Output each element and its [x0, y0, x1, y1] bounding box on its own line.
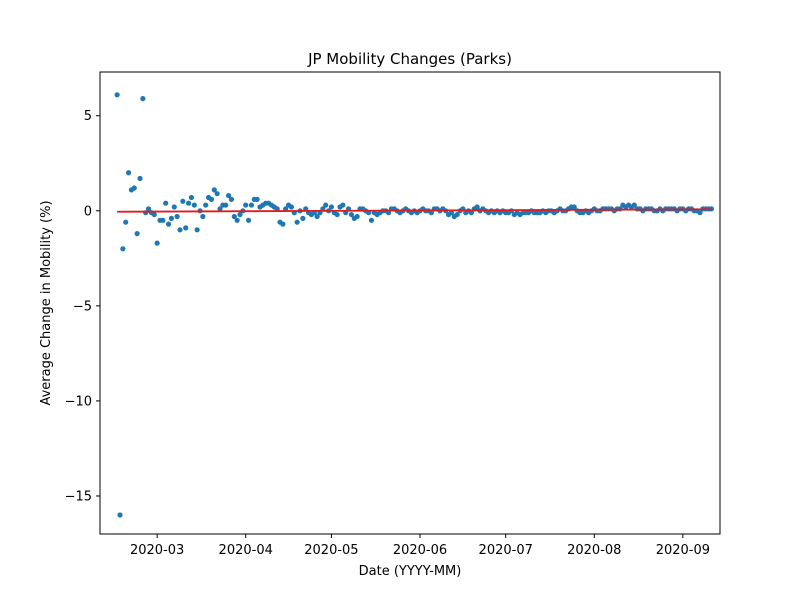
data-point [340, 202, 346, 208]
data-point [454, 211, 460, 218]
data-point [294, 219, 300, 225]
data-point [243, 202, 249, 208]
y-tick-label: 0 [84, 204, 92, 219]
data-point [160, 217, 166, 223]
data-point [328, 204, 335, 210]
data-point [288, 204, 295, 210]
data-point [145, 206, 152, 212]
data-point [171, 204, 177, 210]
data-point [200, 213, 206, 220]
y-axis-label: Average Change in Mobility (%) [39, 200, 54, 405]
y-axis: 5 0 −5 −10 −15 [65, 109, 100, 504]
data-point [280, 221, 286, 227]
data-point [225, 192, 232, 199]
data-point [137, 175, 143, 182]
data-point [154, 240, 160, 246]
x-axis-label: Date (YYYY-MM) [359, 564, 462, 579]
data-point [217, 206, 223, 212]
y-tick-label: 5 [84, 109, 92, 124]
data-point [183, 225, 189, 231]
data-point [185, 200, 192, 206]
data-point [177, 227, 183, 233]
data-point [631, 202, 637, 208]
y-tick-label: −5 [73, 299, 92, 314]
y-tick-label: −10 [65, 394, 92, 409]
data-point [314, 213, 320, 220]
trend-line [117, 208, 712, 213]
data-point [468, 210, 475, 216]
data-point [208, 196, 215, 202]
data-point [448, 210, 455, 216]
data-point [228, 196, 235, 202]
data-point [348, 211, 355, 218]
data-point [223, 202, 229, 208]
plot-frame [99, 71, 721, 535]
x-tick-label: 2020-03 [130, 543, 184, 558]
chart-title: JP Mobility Changes (Parks) [307, 50, 512, 68]
data-point [163, 200, 169, 206]
data-point [211, 187, 217, 193]
data-point [194, 227, 200, 233]
data-point [117, 512, 123, 518]
x-tick-label: 2020-08 [567, 543, 621, 558]
data-point [165, 221, 172, 227]
data-point [168, 215, 175, 221]
data-point [123, 219, 129, 225]
data-point [234, 217, 240, 223]
data-point [474, 204, 480, 210]
data-point [571, 204, 577, 210]
x-tick-label: 2020-04 [219, 543, 273, 558]
y-tick-label: −15 [65, 489, 92, 504]
data-point [214, 191, 220, 197]
data-point [134, 231, 140, 237]
data-point [191, 202, 197, 208]
plot-area [114, 92, 715, 518]
data-point [231, 213, 237, 220]
x-tick-label: 2020-05 [304, 543, 358, 558]
data-point [334, 211, 340, 218]
data-point [120, 246, 126, 252]
data-point [245, 217, 252, 223]
x-tick-label: 2020-09 [656, 543, 710, 558]
data-point [254, 196, 260, 202]
trend-line-layer [117, 208, 712, 213]
data-point [300, 215, 306, 221]
data-point [323, 202, 329, 208]
data-point [188, 194, 195, 201]
x-tick-label: 2020-06 [393, 543, 447, 558]
data-point [248, 202, 255, 208]
data-point [708, 206, 715, 212]
data-point [368, 217, 375, 223]
data-point [237, 211, 243, 218]
data-point [140, 96, 146, 102]
data-point [428, 210, 435, 216]
data-point [151, 211, 157, 218]
data-point [131, 185, 137, 191]
data-point [114, 92, 120, 98]
data-point [203, 202, 209, 208]
data-point [180, 198, 186, 204]
data-point [174, 213, 180, 220]
x-tick-label: 2020-07 [479, 543, 533, 558]
data-point [697, 210, 703, 216]
x-axis: 2020-03 2020-04 2020-05 2020-06 2020-07 2020-… [130, 534, 710, 558]
data-point [125, 170, 132, 176]
data-point [354, 213, 360, 220]
